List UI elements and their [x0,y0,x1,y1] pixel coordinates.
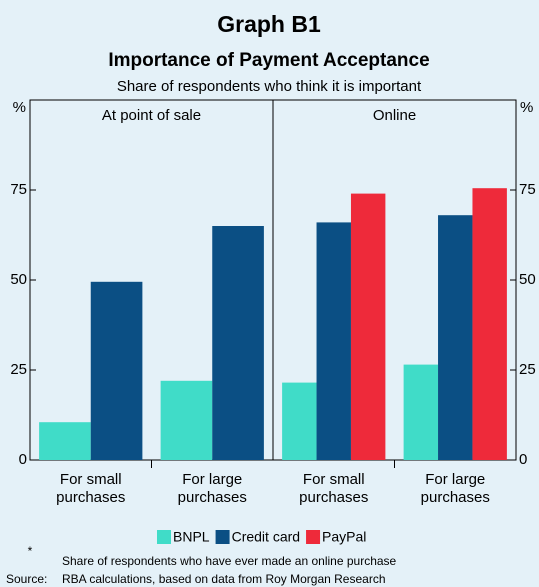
y-tick-label: 50 [519,271,536,288]
bar [438,215,473,460]
y-axis-label: % [13,99,26,116]
source-text: RBA calculations, based on data from Roy… [62,572,386,586]
legend-swatch [306,530,321,544]
legend-label: Credit card [232,529,300,545]
bar [160,380,213,460]
y-tick-label: 0 [19,451,27,468]
note-marker: * [28,544,33,558]
y-tick-label: 50 [10,271,27,288]
source-label: Source: [6,572,47,586]
y-tick-label: 75 [10,181,27,198]
bar [90,281,143,460]
chart-description: Share of respondents who think it is imp… [117,78,422,95]
x-tick-label: For small purchases [299,471,368,506]
chart-subtitle: Importance of Payment Acceptance [108,50,429,71]
y-axis-label: % [520,99,533,116]
y-tick-label: 0 [519,451,527,468]
legend-swatch [215,530,230,544]
bar [282,382,317,460]
y-tick-label: 25 [10,361,27,378]
x-tick-label: For small purchases [56,471,125,506]
y-tick-label: 75 [519,181,536,198]
bar [403,364,439,460]
chart-title: Graph B1 [217,11,321,37]
bar [350,193,386,460]
y-tick-label: 25 [519,361,536,378]
x-tick-label: For large purchases [421,471,490,506]
bar [212,226,264,460]
x-tick-label: For large purchases [178,471,247,506]
bar [472,188,507,460]
bar [316,222,351,460]
legend-label: BNPL [173,529,210,545]
panel-title: At point of sale [102,107,201,124]
panel-title: Online [373,107,416,124]
legend-label: PayPal [322,529,366,545]
note-text: Share of respondents who have ever made … [62,554,397,568]
legend-swatch [157,530,171,544]
bar [39,422,91,460]
